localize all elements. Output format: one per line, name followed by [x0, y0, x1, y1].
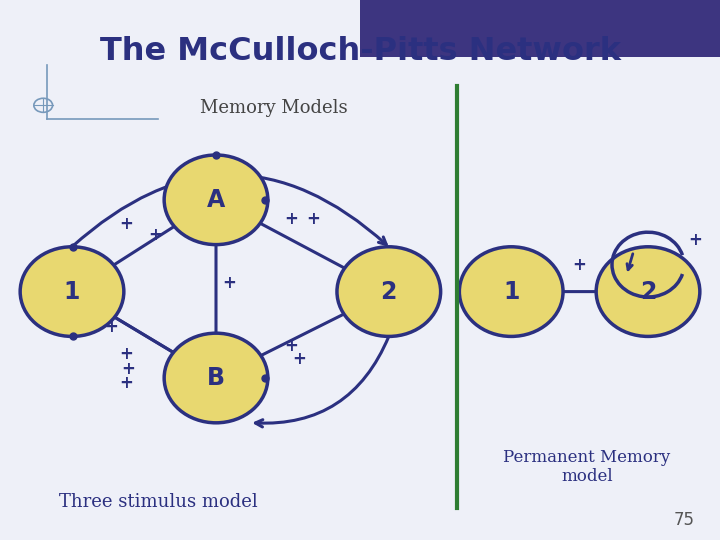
- Ellipse shape: [164, 155, 268, 245]
- Text: 2: 2: [640, 280, 656, 303]
- Text: A: A: [207, 188, 225, 212]
- Text: The McCulloch-Pitts Network: The McCulloch-Pitts Network: [99, 36, 621, 67]
- Text: 1: 1: [503, 280, 519, 303]
- Text: +: +: [222, 274, 236, 293]
- Text: 75: 75: [674, 511, 695, 529]
- Text: +: +: [119, 215, 133, 233]
- Text: +: +: [148, 226, 162, 244]
- Text: +: +: [121, 360, 135, 379]
- Text: 1: 1: [64, 280, 80, 303]
- Ellipse shape: [20, 247, 124, 336]
- Text: B: B: [207, 366, 225, 390]
- Bar: [360, 0, 720, 57]
- Text: +: +: [284, 336, 299, 355]
- Text: +: +: [306, 210, 320, 228]
- Ellipse shape: [459, 247, 563, 336]
- Text: +: +: [572, 255, 587, 274]
- Text: +: +: [104, 318, 119, 336]
- Text: +: +: [119, 345, 133, 363]
- Ellipse shape: [337, 247, 441, 336]
- Text: 2: 2: [381, 280, 397, 303]
- Ellipse shape: [596, 247, 700, 336]
- Text: Three stimulus model: Three stimulus model: [59, 493, 258, 511]
- Ellipse shape: [164, 333, 268, 423]
- Text: +: +: [688, 231, 702, 249]
- Text: +: +: [292, 350, 306, 368]
- Text: Memory Models: Memory Models: [199, 99, 348, 117]
- Text: +: +: [284, 210, 299, 228]
- Text: Permanent Memory
model: Permanent Memory model: [503, 449, 670, 485]
- Text: +: +: [119, 374, 133, 393]
